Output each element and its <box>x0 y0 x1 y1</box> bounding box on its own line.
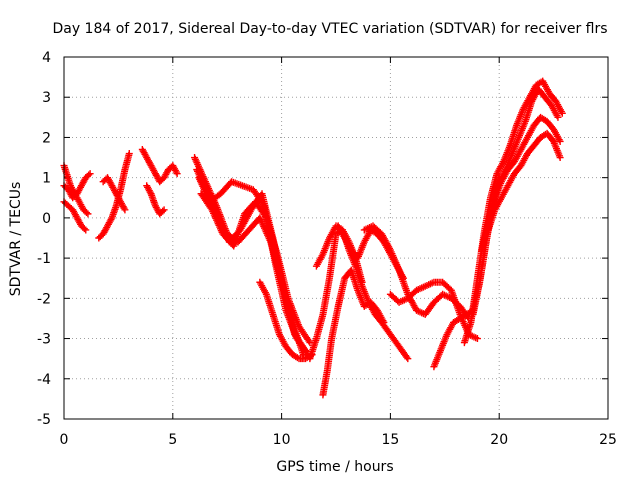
plot-frame <box>63 56 609 420</box>
data-points <box>60 77 566 399</box>
y-tick-label: -4 <box>37 372 51 388</box>
data-point <box>293 354 301 362</box>
data-point <box>556 154 564 162</box>
data-point <box>261 212 269 220</box>
x-tick-label: 15 <box>381 432 399 448</box>
data-point <box>107 215 115 223</box>
satellite-track-12 <box>256 278 316 363</box>
data-point <box>358 278 366 286</box>
data-point <box>160 206 168 214</box>
y-tick-label: 4 <box>42 50 51 66</box>
data-point <box>86 170 94 178</box>
y-tick-label: -2 <box>37 291 51 307</box>
y-tick-label: 2 <box>42 130 51 146</box>
y-tick-label: -5 <box>37 412 51 428</box>
data-point <box>82 226 90 234</box>
data-point <box>305 337 313 345</box>
y-tick-label: -3 <box>37 332 51 348</box>
y-tick-label: 3 <box>42 90 51 106</box>
satellite-track-2 <box>60 198 90 234</box>
satellite-track-6 <box>138 146 181 186</box>
data-point <box>554 113 562 121</box>
data-point <box>259 200 267 208</box>
data-point <box>80 225 88 233</box>
chart-title: Day 184 of 2017, Sidereal Day-to-day VTE… <box>52 21 607 37</box>
satellite-track-7 <box>143 182 168 218</box>
y-tick-label: 0 <box>42 211 51 227</box>
data-point <box>556 137 564 145</box>
data-point <box>173 170 181 178</box>
data-point <box>403 353 411 361</box>
grid <box>64 57 608 419</box>
satellite-track-5 <box>99 174 129 214</box>
satellite-track-11 <box>197 190 314 347</box>
x-axis-label: GPS time / hours <box>276 459 393 475</box>
x-tick-label: 25 <box>599 432 617 448</box>
data-point <box>473 335 481 343</box>
y-axis-label: SDTVAR / TECUs <box>8 182 24 297</box>
data-point <box>125 150 133 158</box>
y-tick-label: -1 <box>37 251 51 267</box>
data-point <box>121 206 129 214</box>
satellite-track-23 <box>484 129 564 234</box>
y-tick-label: 1 <box>42 171 51 187</box>
satellite-track-18 <box>386 278 481 343</box>
data-point <box>84 210 92 218</box>
data-point <box>82 209 90 217</box>
data-point <box>159 207 167 215</box>
satellite-track-22 <box>478 113 564 254</box>
data-point <box>172 168 180 176</box>
x-tick-label: 5 <box>168 432 177 448</box>
satellite-track-3 <box>60 162 92 218</box>
data-point <box>404 355 412 363</box>
data-point <box>85 171 93 179</box>
data-point <box>120 204 128 212</box>
satellite-track-20 <box>460 77 566 347</box>
data-point <box>558 109 566 117</box>
x-tick-label: 10 <box>273 432 291 448</box>
satellite-track-15 <box>306 226 366 363</box>
x-tick-label: 20 <box>490 432 508 448</box>
data-point <box>146 188 154 196</box>
x-tick-label: 0 <box>60 432 69 448</box>
